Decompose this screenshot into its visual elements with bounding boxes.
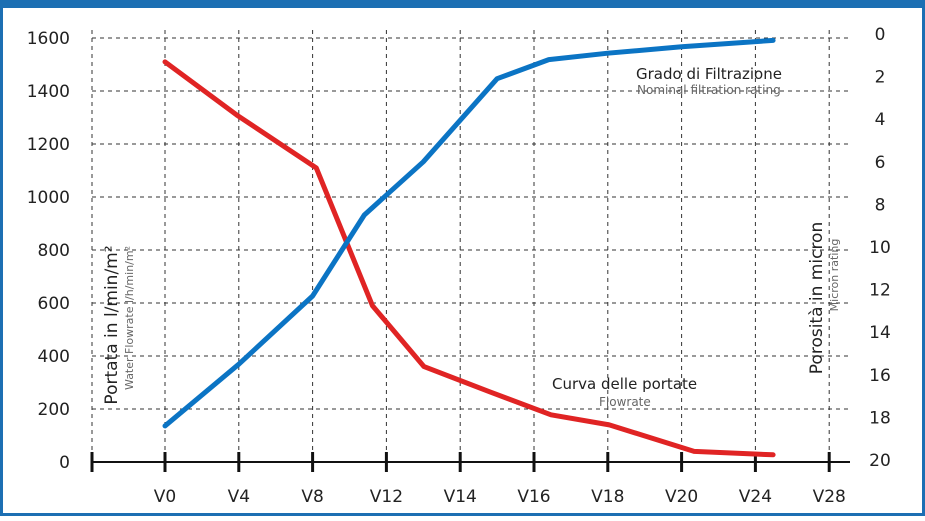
grid xyxy=(90,30,850,472)
series-sublabel-flowrate: Flowrate xyxy=(599,395,651,409)
left-tick-label: 800 xyxy=(38,241,70,261)
x-tick-label: V24 xyxy=(739,487,772,507)
x-tick-label: V12 xyxy=(370,487,403,507)
right-axis-title: Porosità in micron xyxy=(807,222,827,374)
series-label-filtration: Grado di Filtrazione xyxy=(636,65,782,83)
series xyxy=(162,37,776,458)
right-tick-label: 4 xyxy=(875,110,886,130)
x-tick-label: V28 xyxy=(813,487,846,507)
series-line-0 xyxy=(162,59,776,458)
x-tick-label: V8 xyxy=(301,487,323,507)
right-tick-label: 10 xyxy=(869,238,891,258)
series-label-flowrate: Curva delle portate xyxy=(552,375,697,393)
right-tick-label: 8 xyxy=(875,195,886,215)
labels: Portata in l/min/m² Water Flowrate l/h/m… xyxy=(102,65,841,409)
left-tick-label: 1200 xyxy=(27,135,70,155)
x-tick-label: V16 xyxy=(517,487,550,507)
right-tick-label: 14 xyxy=(869,323,891,343)
right-tick-label: 18 xyxy=(869,408,891,428)
left-tick-label: 1400 xyxy=(27,82,70,102)
right-tick-label: 2 xyxy=(875,68,886,88)
left-axis-subtitle: Water Flowrate l/h/min/m² xyxy=(123,246,136,390)
right-tick-label: 20 xyxy=(869,451,891,471)
left-tick-label: 400 xyxy=(38,347,70,367)
axis-ticks: 0 200 400 600 800 1000 1200 1400 1600 0 2 4 6 8 10 12 14… xyxy=(27,25,891,507)
left-axis-title: Portata in l/min/m² xyxy=(102,245,122,404)
x-tick-label: V14 xyxy=(444,487,477,507)
right-tick-label: 6 xyxy=(875,153,886,173)
right-tick-label: 16 xyxy=(869,366,891,386)
x-tick-label: V18 xyxy=(591,487,624,507)
left-tick-label: 200 xyxy=(38,400,70,420)
right-tick-label: 0 xyxy=(875,25,886,45)
left-tick-label: 600 xyxy=(38,294,70,314)
x-tick-label: V0 xyxy=(154,487,176,507)
top-band xyxy=(0,0,925,8)
series-sublabel-filtration: Nominal filtration rating xyxy=(637,83,781,97)
right-axis-subtitle: Micron rating xyxy=(828,239,841,312)
x-tick-label: V4 xyxy=(228,487,250,507)
left-tick-label: 0 xyxy=(59,453,70,473)
right-tick-label: 12 xyxy=(869,281,891,301)
left-tick-label: 1000 xyxy=(27,188,70,208)
left-tick-label: 1600 xyxy=(27,29,70,49)
series-line-1 xyxy=(162,37,776,429)
x-tick-label: V20 xyxy=(665,487,698,507)
